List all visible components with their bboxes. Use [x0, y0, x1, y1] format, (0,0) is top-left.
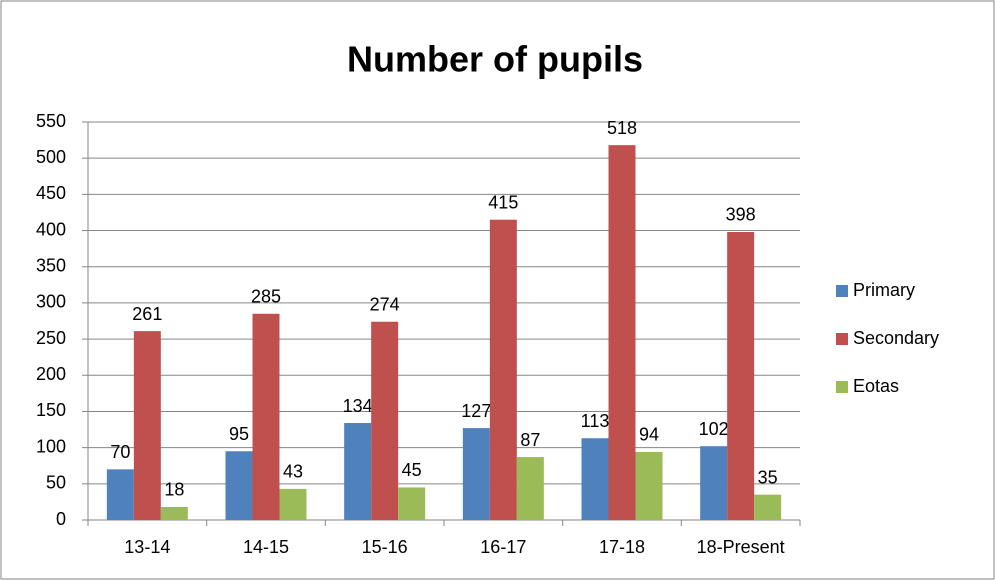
legend-label: Primary — [853, 280, 915, 300]
legend-label: Eotas — [853, 376, 899, 396]
bar — [516, 457, 544, 520]
x-tick-label: 17-18 — [599, 537, 645, 557]
y-tick-label: 550 — [36, 111, 66, 131]
data-label: 113 — [581, 411, 610, 431]
x-tick-label: 14-15 — [243, 537, 289, 557]
legend-label: Secondary — [853, 328, 939, 348]
data-label: 261 — [132, 304, 162, 324]
bar — [371, 321, 399, 520]
data-label: 134 — [343, 396, 373, 416]
bar — [700, 446, 728, 520]
data-label: 285 — [251, 287, 281, 307]
data-label: 102 — [699, 419, 729, 439]
y-tick-label: 200 — [36, 364, 66, 384]
bar — [133, 331, 161, 520]
y-tick-label: 0 — [56, 509, 66, 529]
data-label: 95 — [229, 424, 249, 444]
y-tick-label: 500 — [36, 147, 66, 167]
legend-swatch — [836, 381, 848, 393]
data-label: 127 — [461, 401, 491, 421]
data-label: 94 — [639, 425, 659, 445]
bar — [581, 438, 609, 520]
y-tick-label: 100 — [36, 436, 66, 456]
bar — [106, 469, 134, 520]
y-tick-label: 150 — [36, 400, 66, 420]
data-label: 70 — [110, 442, 130, 462]
y-tick-label: 450 — [36, 183, 66, 203]
data-label: 45 — [402, 460, 422, 480]
legend-swatch — [836, 285, 848, 297]
bar — [279, 488, 307, 520]
y-tick-label: 250 — [36, 328, 66, 348]
y-tick-label: 300 — [36, 292, 66, 312]
data-label: 398 — [726, 205, 756, 225]
bar — [225, 451, 253, 520]
bar — [727, 231, 755, 520]
x-tick-label: 18-Present — [697, 537, 785, 557]
x-tick-label: 13-14 — [124, 537, 170, 557]
chart-title: Number of pupils — [347, 39, 643, 80]
data-label: 87 — [520, 430, 540, 450]
x-tick-label: 16-17 — [480, 537, 526, 557]
data-label: 518 — [607, 118, 637, 138]
y-tick-label: 50 — [46, 473, 66, 493]
data-label: 43 — [283, 462, 303, 482]
bar — [489, 219, 517, 520]
bar — [754, 494, 782, 520]
bar — [398, 487, 426, 520]
legend-swatch — [836, 333, 848, 345]
bar — [160, 506, 188, 520]
data-label: 18 — [164, 480, 184, 500]
bar — [608, 145, 636, 520]
bar — [462, 428, 490, 520]
data-label: 274 — [370, 294, 400, 314]
y-tick-label: 400 — [36, 219, 66, 239]
data-label: 415 — [488, 192, 518, 212]
x-tick-label: 15-16 — [362, 537, 408, 557]
bar — [344, 423, 372, 520]
bar — [635, 451, 663, 520]
data-label: 35 — [758, 467, 778, 487]
bar — [252, 313, 280, 520]
y-tick-label: 350 — [36, 255, 66, 275]
